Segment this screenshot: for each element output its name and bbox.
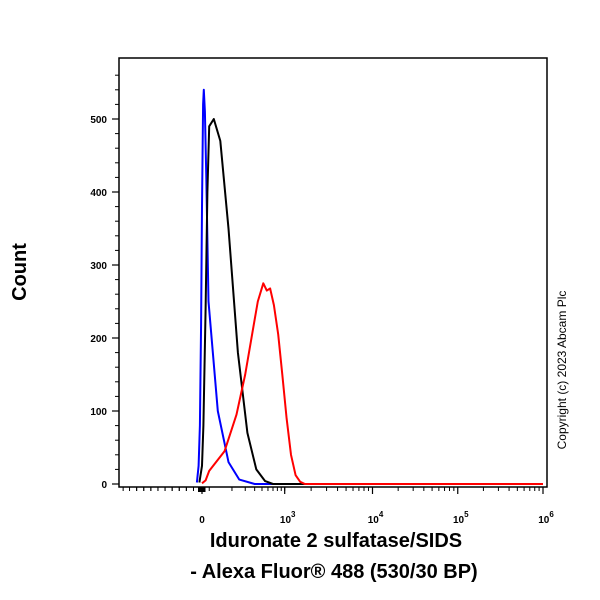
x-axis-label-line-1: Iduronate 2 sulfatase/SIDS [210,530,462,552]
y-tick-label: 100 [90,407,107,418]
x-tick-label: 0 [199,515,205,526]
histogram-series-2 [198,118,543,485]
x-axis: 0 103 104 105 106 [122,487,554,526]
histogram-series-3 [201,282,543,485]
y-tick-label: 300 [90,261,107,272]
y-axis-label: Count [9,243,31,301]
plot-frame [118,57,548,488]
x-tick-label: 106 [538,510,554,526]
copyright-text: Copyright (c) 2023 Abcam Plc [555,291,569,450]
y-tick-label: 500 [90,115,107,126]
series-layer [195,88,543,485]
y-axis: 0 100 200 300 400 500 [90,74,119,491]
y-tick-label: 400 [90,188,107,199]
x-tick-label: 104 [368,510,384,526]
histogram-series-1 [195,88,543,485]
y-tick-label: 200 [90,334,107,345]
x-tick-label: 103 [280,510,296,526]
y-tick-label: 0 [101,480,107,491]
x-axis-label-line-2: - Alexa Fluor® 488 (530/30 BP) [190,561,477,583]
x-tick-label: 105 [453,510,469,526]
